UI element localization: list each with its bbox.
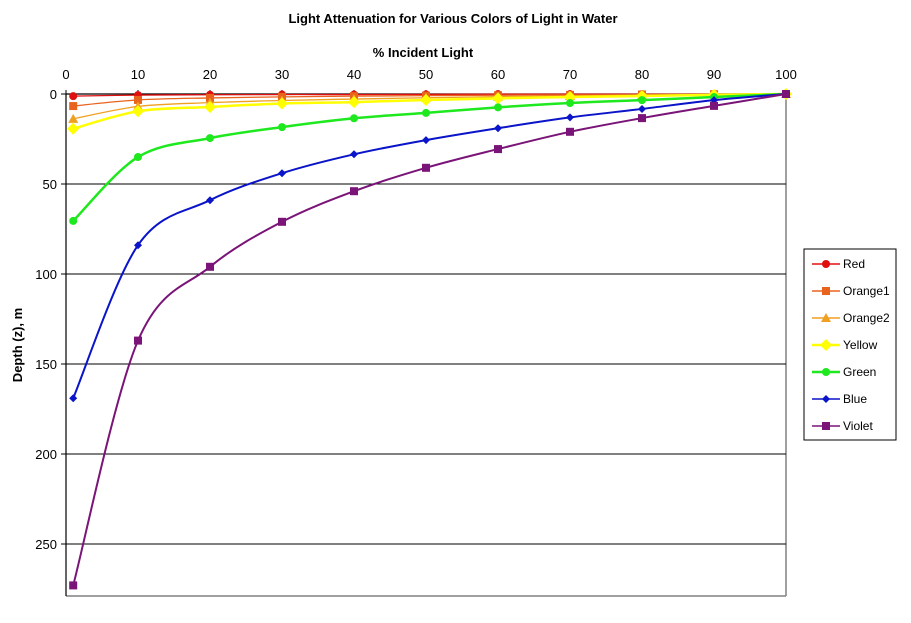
- data-point: [68, 113, 79, 123]
- legend: Red Orange1 Orange2 Yellow Green Blue Violet: [803, 248, 897, 441]
- series-blue: [69, 90, 790, 403]
- legend-item-green: Green: [812, 365, 876, 379]
- data-point: [134, 95, 142, 104]
- x-tick-label: 50: [419, 67, 433, 82]
- data-point: [276, 97, 288, 110]
- legend-item-orange1: Orange1: [812, 284, 890, 298]
- data-point: [69, 92, 78, 101]
- legend-item-red: Red: [812, 257, 865, 271]
- series-violet: [69, 90, 790, 590]
- legend-label: Violet: [843, 419, 873, 433]
- data-point: [134, 153, 142, 161]
- legend-marker: [822, 260, 830, 268]
- series-line: [72, 93, 787, 586]
- legend-item-yellow: Yellow: [812, 338, 878, 352]
- data-point: [69, 216, 78, 225]
- y-tick-label: 150: [35, 357, 57, 372]
- data-point: [638, 114, 646, 123]
- data-point: [348, 96, 360, 109]
- y-axis-title: Depth (z), m: [10, 308, 25, 382]
- x-tick-label: 90: [707, 67, 721, 82]
- data-point: [710, 101, 718, 110]
- legend-item-orange2: Orange2: [812, 311, 890, 325]
- x-tick-label: 80: [635, 67, 649, 82]
- data-point: [492, 92, 504, 105]
- data-point: [132, 105, 144, 118]
- data-point: [350, 150, 358, 159]
- legend-marker: [821, 313, 831, 322]
- data-point: [564, 91, 576, 104]
- data-point: [350, 114, 358, 123]
- legend-label: Orange2: [843, 311, 890, 325]
- data-point: [422, 136, 430, 145]
- chart-title: Light Attenuation for Various Colors of …: [288, 11, 617, 26]
- x-tick-label: 60: [491, 67, 505, 82]
- data-point: [206, 196, 214, 205]
- y-tick-label: 250: [35, 537, 57, 552]
- data-point: [566, 99, 574, 107]
- legend-marker: [822, 368, 830, 376]
- y-tick-label: 200: [35, 447, 57, 462]
- data-point: [69, 394, 78, 403]
- data-point: [278, 123, 286, 132]
- data-point: [422, 108, 430, 117]
- x-tick-label: 70: [563, 67, 577, 82]
- x-tick-label: 30: [275, 67, 289, 82]
- data-point: [67, 122, 80, 135]
- data-point: [206, 262, 214, 271]
- data-point: [566, 127, 574, 136]
- legend-marker: [822, 287, 830, 295]
- legend-label: Green: [843, 365, 876, 379]
- data-point: [638, 104, 646, 113]
- data-point: [278, 217, 286, 226]
- x-tick-label: 10: [131, 67, 145, 82]
- x-tick-label: 40: [347, 67, 361, 82]
- series-line: [72, 93, 787, 399]
- data-point: [69, 102, 78, 111]
- x-tick-label: 0: [62, 67, 69, 82]
- legend-label: Blue: [843, 392, 867, 406]
- legend-marker: [820, 339, 832, 351]
- data-point: [278, 169, 286, 178]
- y-tick-label: 100: [35, 267, 57, 282]
- data-point: [494, 124, 502, 133]
- x-axis-title: % Incident Light: [373, 45, 474, 60]
- x-tick-label: 20: [203, 67, 217, 82]
- data-point: [134, 241, 142, 250]
- legend-label: Orange1: [843, 284, 890, 298]
- data-point: [204, 100, 216, 113]
- legend-item-blue: Blue: [812, 392, 867, 406]
- legend-label: Yellow: [843, 338, 878, 352]
- legend-marker: [822, 395, 830, 403]
- legend-item-violet: Violet: [812, 419, 873, 433]
- legend-label: Red: [843, 257, 865, 271]
- data-point: [638, 96, 646, 105]
- data-point: [350, 187, 358, 196]
- y-tick-label: 50: [43, 177, 57, 192]
- data-point: [134, 336, 142, 345]
- data-point: [494, 103, 502, 112]
- x-tick-label: 100: [775, 67, 797, 82]
- data-point: [422, 163, 430, 172]
- data-point: [782, 90, 790, 98]
- y-tick-label: 0: [50, 87, 57, 102]
- legend-marker: [822, 422, 830, 430]
- data-point: [69, 581, 78, 590]
- data-point: [566, 113, 574, 122]
- data-point: [206, 134, 214, 143]
- data-point: [494, 145, 502, 154]
- data-point: [420, 93, 432, 106]
